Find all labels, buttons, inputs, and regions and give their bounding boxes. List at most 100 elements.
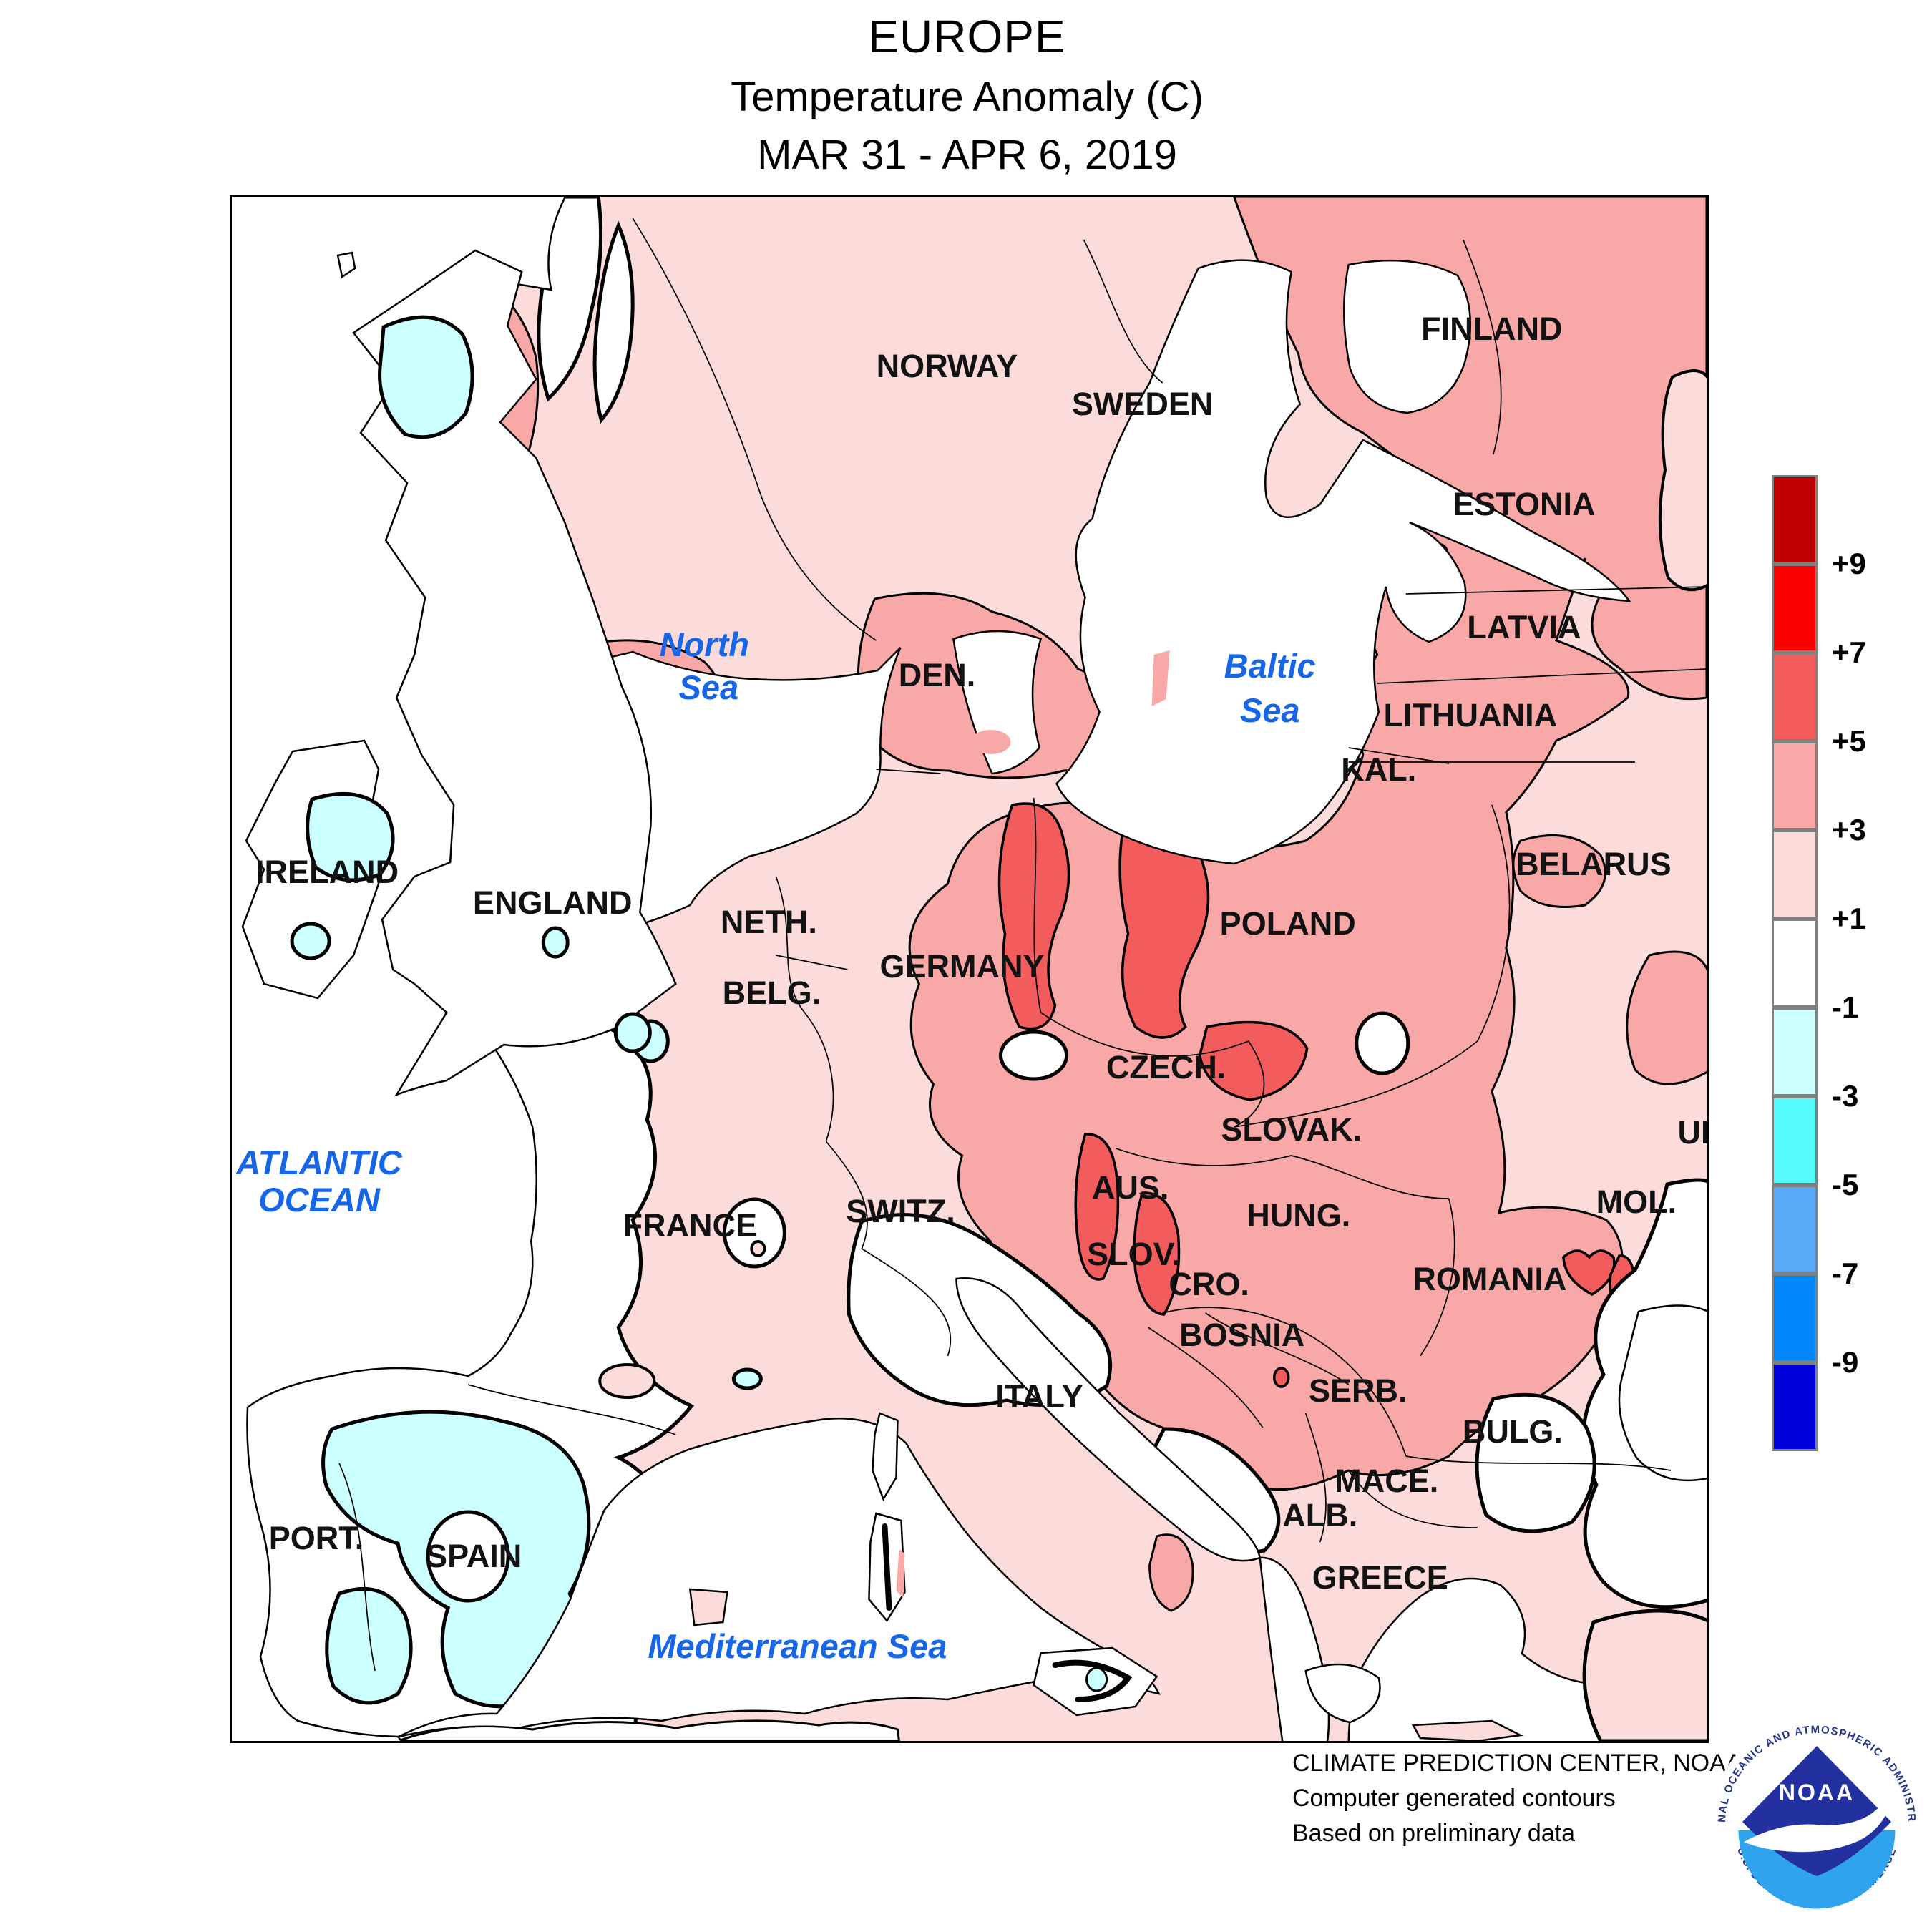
island-peloponnese [1304,1663,1381,1724]
sea-kattegat [952,630,1043,775]
anomaly-minus1-marseille-sliver [731,1367,763,1390]
island-faroe [336,251,356,279]
sea-west-mediterranean [398,1418,1161,1738]
country-label-latvia: LATVIA [1467,609,1581,645]
country-label-norway: NORWAY [877,348,1018,384]
logo-seagull-icon [1744,1805,1890,1853]
sea-black-sea [1618,1304,1707,1482]
europe-anomaly-map: NORWAY SWEDEN FINLAND ESTONIA LATVIA LITHUANI… [230,195,1709,1743]
country-label-belarus: BELARUS [1516,846,1672,882]
anomaly-zero-egermany-oval [999,1030,1069,1081]
country-label-spain: SPAIN [426,1538,522,1574]
island-zealand [970,730,1011,754]
country-borders [338,218,1707,1672]
sea-white-sea [1342,259,1472,414]
legend-tick-3: +3 [1832,813,1866,847]
legend-color-box-3 [1772,741,1818,830]
noaa-logo: NATIONAL OCEANIC AND ATMOSPHERIC ADMINIS… [1710,1718,1923,1931]
country-label-poland: POLAND [1220,905,1356,942]
island-mallorca [688,1588,728,1626]
island-gotland [1151,650,1170,706]
legend-color-box-7 [1772,1096,1818,1185]
anomaly-minus1-sicily-dot [1085,1667,1108,1692]
island-funen [937,737,961,756]
sea-label-sea-1: Sea [678,668,738,706]
legend-tick-5: -5 [1832,1168,1859,1201]
country-label-germany: GERMANY [879,948,1044,985]
island-crete [1411,1719,1524,1741]
sea-label-baltic-2: Baltic [1224,647,1316,685]
legend-tick-5: +5 [1832,724,1866,758]
sea-label-sea-3: Sea [1240,691,1300,729]
country-label-aus: AUS. [1092,1169,1169,1206]
country-label-slov: SLOV. [1087,1236,1181,1272]
anomaly-minus1-nireland-top [306,791,395,882]
credit-block: CLIMATE PREDICTION CENTER, NOAA Computer… [1292,1746,1742,1851]
credit-agency: CLIMATE PREDICTION CENTER, NOAA [1292,1750,1742,1777]
anomaly-plus1-france-dot [750,1240,766,1257]
country-label-neth: NETH. [721,904,817,940]
legend-color-box-10 [1772,1362,1818,1451]
country-label-port: PORT. [269,1520,364,1556]
legend-color-box-4 [1772,830,1818,919]
country-label-switz: SWITZ. [846,1193,955,1229]
map-canvas: NORWAY SWEDEN FINLAND ESTONIA LATVIA LITHUANI… [232,197,1707,1741]
anomaly-zero-norway-band-2 [592,220,635,424]
anomaly-minus1-iberia-west [325,1587,413,1705]
country-label-uk: UK [1677,1114,1707,1151]
country-label-hung: HUNG. [1246,1197,1350,1234]
legend-color-box-8 [1772,1185,1818,1274]
legend-tick-3: -3 [1832,1079,1859,1113]
anomaly-zero-madrid-hole [426,1510,510,1603]
legend-color-box-2 [1772,653,1818,741]
country-label-bosnia: BOSNIA [1179,1317,1304,1353]
legend-color-box-0 [1772,475,1818,564]
anomaly-plus1-turkey-blob [1582,1609,1707,1741]
country-labels: NORWAY SWEDEN FINLAND ESTONIA LATVIA LITHUANI… [255,311,1707,1596]
legend-tick-7: -7 [1832,1257,1859,1290]
country-label-romania: ROMANIA [1413,1261,1566,1297]
anomaly-color-scale: +9 +7 +5 +3 +1 -1 -3 -5 -7 -9 [1772,475,1929,1463]
legend-color-box-9 [1772,1274,1818,1362]
title-block: EUROPE Temperature Anomaly (C) MAR 31 - … [230,10,1704,179]
sea-label-mediterranean-sea-6: Mediterranean Sea [648,1627,947,1665]
credit-data-note: Based on preliminary data [1292,1820,1576,1847]
legend-tick-1: +1 [1832,902,1866,935]
credit-method: Computer generated contours [1292,1785,1616,1812]
map-region-title: EUROPE [868,11,1066,62]
anomaly-plus1-pyrenees-patch [598,1363,656,1399]
sea-label-atlantic-4: ATLANTIC [235,1143,403,1181]
country-label-mol: MOL. [1596,1184,1677,1220]
sea-baltic-bothnia [1055,259,1631,865]
country-label-kal: KAL. [1341,751,1416,788]
legend-color-box-6 [1772,1008,1818,1096]
sea-label-north-0: North [660,625,749,663]
islands [241,249,1707,1741]
country-label-estonia: ESTONIA [1453,486,1595,522]
anomaly-plus5-czech-austria-1 [1074,1133,1120,1281]
country-label-italy: ITALY [995,1378,1083,1415]
country-label-alb: ALB. [1282,1497,1357,1533]
contour-sardinia [882,1523,892,1611]
anomaly-plus3-belarus-blob [1512,834,1606,908]
country-label-czech: CZECH. [1106,1049,1226,1085]
legend-tick-9: -9 [1832,1345,1859,1379]
anomaly-minus1-midlands-top [541,926,570,959]
anomaly-plus5-romania-heart [1562,1249,1616,1297]
country-label-lithuania: LITHUANIA [1384,697,1558,733]
anomaly-plus3-sardinia-sliver [896,1549,905,1598]
country-label-bulg: BULG. [1463,1413,1563,1450]
anomaly-plus3-right-edge [1626,950,1707,1085]
country-label-slovak: SLOVAK. [1221,1111,1362,1148]
country-label-cro: CRO. [1169,1266,1249,1302]
country-label-serb: SERB. [1309,1372,1407,1409]
anomaly-plus5-bosnia-dot [1272,1367,1290,1388]
anomaly-minus1-sengland-top [613,1012,652,1053]
map-date-range: MAR 31 - APR 6, 2019 [757,132,1177,178]
logo-acronym: NOAA [1779,1780,1855,1805]
country-label-ireland: IRELAND [255,854,399,890]
country-label-sweden: SWEDEN [1072,386,1214,422]
anomaly-zero-nepoland-oval [1355,1011,1410,1075]
